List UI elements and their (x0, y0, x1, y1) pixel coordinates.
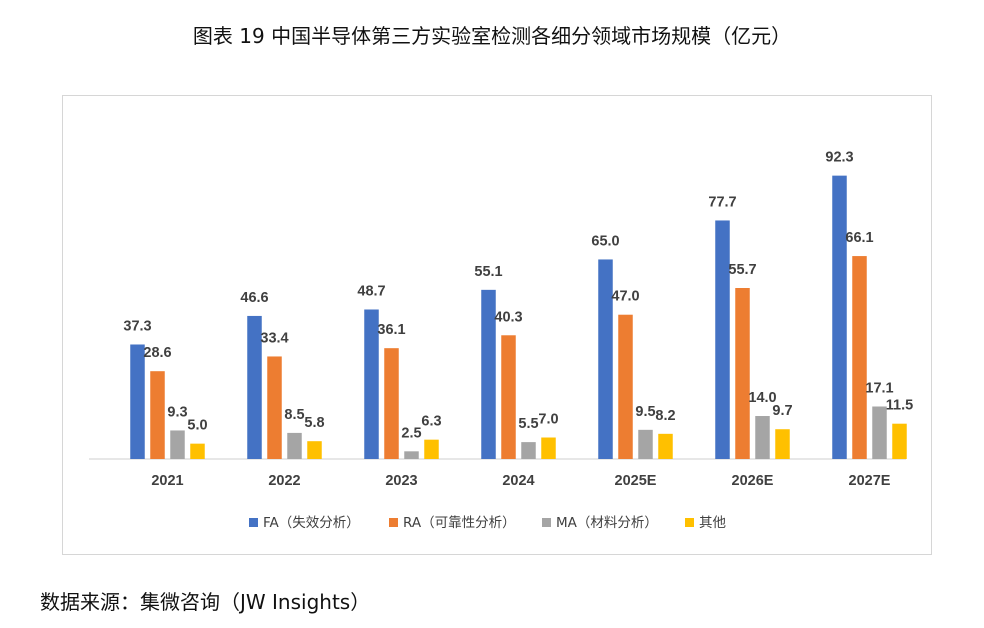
x-tick-label-2026e: 2026E (732, 473, 774, 489)
legend-swatch-series-3 (685, 518, 694, 527)
data-label-2022-series-0: 46.6 (240, 290, 268, 306)
bar-2026e-series-0 (715, 220, 730, 459)
data-label-2027e-series-1: 66.1 (845, 230, 873, 246)
data-label-2022-series-3: 5.8 (304, 415, 324, 431)
bar-2026e-series-1 (735, 288, 750, 459)
data-label-2021-series-3: 5.0 (187, 418, 207, 434)
bar-2021-series-0 (130, 344, 145, 459)
bar-2024-series-3 (541, 437, 556, 459)
bar-2021-series-3 (190, 443, 205, 459)
bar-2024-series-2 (521, 442, 536, 459)
data-label-2026e-series-3: 9.7 (772, 403, 792, 419)
data-label-2021-series-1: 28.6 (143, 345, 171, 361)
bar-2027e-series-0 (832, 175, 847, 459)
data-label-2024-series-1: 40.3 (494, 309, 522, 325)
data-label-2024-series-2: 5.5 (518, 416, 538, 432)
chart-area: 37.3 28.6 9.3 5.0 2021 46.6 33.4 8.5 5.8 2022 48.7… (62, 95, 932, 555)
x-tick-label-2023: 2023 (385, 473, 417, 489)
x-tick-label-2021: 2021 (151, 473, 183, 489)
bar-2023-series-3 (424, 439, 439, 459)
legend-label-series-2: MA（材料分析） (556, 515, 658, 531)
data-label-2023-series-3: 6.3 (421, 414, 441, 430)
bar-2022-series-1 (267, 356, 282, 459)
bar-2027e-series-3 (892, 423, 907, 459)
data-label-2022-series-1: 33.4 (260, 330, 288, 346)
bar-2024-series-0 (481, 289, 496, 459)
bar-2023-series-0 (364, 309, 379, 459)
data-label-2024-series-3: 7.0 (538, 412, 558, 428)
x-tick-label-2024: 2024 (502, 473, 534, 489)
x-tick-label-2022: 2022 (268, 473, 300, 489)
bar-2025e-series-2 (638, 429, 653, 459)
data-label-2027e-series-2: 17.1 (865, 381, 893, 397)
data-label-2027e-series-0: 92.3 (825, 150, 853, 166)
bar-2027e-series-2 (872, 406, 887, 459)
data-label-2021-series-0: 37.3 (123, 318, 151, 334)
data-label-2022-series-2: 8.5 (284, 407, 304, 423)
bar-2026e-series-3 (775, 429, 790, 459)
data-label-2023-series-2: 2.5 (401, 425, 421, 441)
data-label-2026e-series-1: 55.7 (728, 262, 756, 278)
x-tick-label-2027e: 2027E (849, 473, 891, 489)
bar-2022-series-2 (287, 432, 302, 459)
data-label-2025e-series-1: 47.0 (611, 289, 639, 305)
data-label-2024-series-0: 55.1 (474, 264, 502, 280)
bar-2024-series-1 (501, 335, 516, 459)
legend-label-series-0: FA（失效分析） (263, 515, 360, 531)
bar-2027e-series-1 (852, 256, 867, 459)
x-tick-label-2025e: 2025E (615, 473, 657, 489)
data-label-2023-series-1: 36.1 (377, 322, 405, 338)
chart-title: 图表 19 中国半导体第三方实验室检测各细分领域市场规模（亿元） (192, 24, 792, 48)
bar-2025e-series-0 (598, 259, 613, 459)
data-label-2025e-series-2: 9.5 (635, 404, 655, 420)
legend-swatch-series-2 (542, 518, 551, 527)
data-label-2026e-series-0: 77.7 (708, 194, 736, 210)
bar-chart: 37.3 28.6 9.35.0 2021 46.6 33.4 8.55.8 2022 48.7… (89, 150, 913, 531)
legend-swatch-series-0 (249, 518, 258, 527)
bar-2022-series-3 (307, 441, 322, 459)
legend-label-series-1: RA（可靠性分析） (403, 515, 516, 531)
legend-swatch-series-1 (389, 518, 398, 527)
bar-2021-series-2 (170, 430, 185, 459)
legend-label-series-3: 其他 (699, 515, 726, 531)
data-label-2026e-series-2: 14.0 (748, 390, 776, 406)
bar-2022-series-0 (247, 315, 262, 459)
bar-2023-series-2 (404, 451, 419, 459)
bar-2025e-series-1 (618, 314, 633, 459)
bar-2025e-series-3 (658, 433, 673, 459)
bar-2026e-series-2 (755, 416, 770, 459)
data-label-2027e-series-3: 11.5 (886, 398, 913, 414)
data-label-2021-series-2: 9.3 (167, 404, 187, 420)
data-label-2025e-series-0: 65.0 (591, 233, 619, 249)
bar-2021-series-1 (150, 371, 165, 459)
bar-2023-series-1 (384, 348, 399, 459)
data-label-2025e-series-3: 8.2 (655, 408, 675, 424)
data-source: 数据来源：集微咨询（JW Insights） (40, 590, 371, 614)
data-label-2023-series-0: 48.7 (357, 283, 385, 299)
